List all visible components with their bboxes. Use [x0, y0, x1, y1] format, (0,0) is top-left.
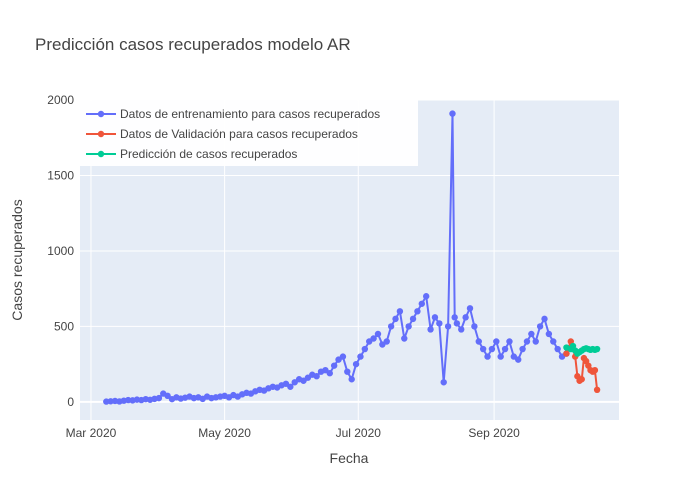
data-point: [471, 323, 478, 330]
data-point: [383, 338, 390, 345]
data-point: [339, 353, 347, 360]
data-point: [401, 335, 408, 342]
data-point: [387, 323, 395, 330]
legend-label: Datos de Validación para casos recuperad…: [120, 127, 358, 141]
data-point: [453, 320, 461, 327]
data-point: [506, 338, 513, 345]
y-tick-label: 2000: [47, 93, 74, 107]
data-point: [528, 330, 535, 338]
data-point: [545, 330, 553, 338]
data-point: [330, 362, 338, 369]
data-point: [578, 376, 585, 383]
data-point: [405, 323, 412, 330]
data-point: [436, 320, 443, 327]
data-point: [466, 305, 474, 312]
legend-swatch-marker: [97, 110, 105, 118]
data-point: [493, 338, 500, 345]
y-tick-label: 500: [54, 319, 74, 333]
data-point: [515, 356, 522, 363]
data-point: [155, 394, 163, 402]
data-point: [458, 326, 465, 333]
series-0: [103, 110, 570, 405]
data-point: [488, 345, 496, 353]
data-point: [475, 338, 482, 345]
series-1: [563, 338, 601, 394]
data-point: [427, 326, 434, 333]
data-point: [313, 373, 320, 380]
legend-item[interactable]: Predicción de casos recuperados: [86, 147, 297, 161]
x-tick-label: Sep 2020: [468, 426, 520, 440]
data-point: [497, 353, 504, 360]
data-point: [593, 386, 601, 394]
data-point: [536, 323, 544, 330]
data-point: [519, 345, 526, 353]
data-point: [451, 314, 458, 321]
x-axis-title: Fecha: [330, 450, 369, 466]
data-point: [361, 345, 369, 353]
y-tick-label: 0: [67, 395, 74, 409]
data-point: [287, 383, 294, 390]
y-tick-label: 1000: [47, 244, 74, 258]
legend-item[interactable]: Datos de Validación para casos recuperad…: [86, 127, 358, 141]
data-point: [326, 370, 333, 377]
data-point: [501, 345, 509, 353]
data-point: [164, 392, 171, 400]
data-point: [449, 110, 456, 117]
data-point: [591, 366, 599, 374]
data-point: [422, 293, 430, 300]
data-point: [484, 353, 491, 360]
data-point: [370, 335, 377, 342]
data-point: [396, 308, 404, 315]
y-tick-label: 1500: [47, 168, 74, 182]
x-tick-label: Jul 2020: [336, 426, 382, 440]
legend-swatch-marker: [97, 130, 105, 138]
legend-background: [80, 100, 418, 166]
data-point: [414, 308, 421, 315]
series-layer: [103, 110, 601, 405]
data-point: [532, 338, 539, 345]
data-point: [392, 315, 399, 323]
data-point: [554, 345, 561, 353]
legend-swatch-marker: [97, 150, 105, 158]
data-point: [344, 368, 351, 375]
legend: Datos de entrenamiento para casos recupe…: [80, 100, 418, 166]
data-point: [418, 300, 426, 307]
data-point: [462, 314, 469, 321]
ticks: 0 500 1000 1500 2000 Mar 2020 May 2020 Jul 2020…: [47, 93, 520, 440]
y-axis-title: Casos recuperados: [9, 199, 25, 320]
x-tick-label: May 2020: [198, 426, 251, 440]
chart-title: Predicción casos recuperados modelo AR: [35, 35, 351, 54]
legend-item[interactable]: Datos de entrenamiento para casos recupe…: [86, 107, 380, 121]
legend-label: Predicción de casos recuperados: [120, 147, 297, 161]
data-point: [541, 315, 548, 323]
data-point: [593, 345, 601, 353]
data-point: [550, 338, 557, 345]
x-tick-label: Mar 2020: [66, 426, 117, 440]
data-point: [374, 330, 382, 338]
data-point: [523, 338, 531, 345]
data-point: [348, 376, 355, 383]
data-point: [444, 323, 452, 330]
series-2: [563, 342, 601, 357]
data-point: [440, 379, 447, 386]
data-point: [563, 350, 570, 357]
data-point: [352, 360, 360, 368]
data-point: [431, 314, 439, 321]
legend-label: Datos de entrenamiento para casos recupe…: [120, 107, 380, 121]
data-point: [409, 315, 417, 323]
data-point: [479, 345, 487, 353]
data-point: [357, 353, 364, 360]
